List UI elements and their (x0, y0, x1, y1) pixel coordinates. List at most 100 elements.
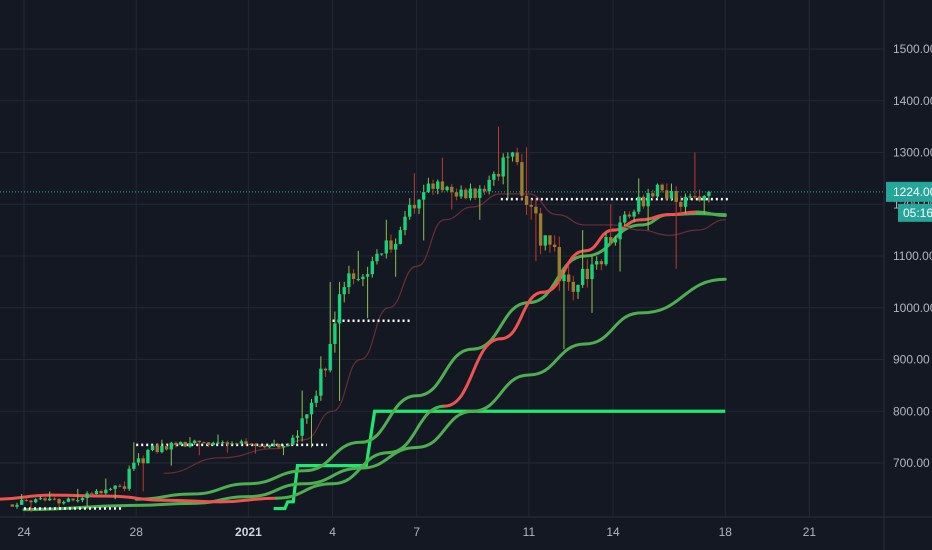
y-tick-label: 1000.00 (893, 301, 932, 315)
candle-body (10, 504, 14, 507)
candle-body (309, 402, 314, 415)
candle-body (249, 444, 253, 446)
candle-body (464, 189, 468, 199)
price-axis[interactable]: 700.00800.00900.001000.001100.001200.001… (893, 42, 932, 470)
candle-body (478, 188, 482, 198)
candle-body (319, 368, 323, 396)
y-tick-label: 1400.00 (893, 94, 932, 108)
candle-body (482, 188, 487, 192)
candle-body (188, 443, 192, 447)
price-badge (886, 181, 932, 202)
candle-body (557, 247, 561, 282)
moving-average-line-segment (50, 493, 110, 498)
candle-body (66, 498, 71, 502)
candle-body (333, 323, 337, 344)
candle-body (221, 442, 225, 444)
candle-body (197, 440, 201, 443)
candle-body (562, 274, 566, 282)
candle-body (436, 181, 440, 189)
moving-average-line-segment (611, 218, 643, 232)
candle-body (688, 196, 692, 198)
candle-body (225, 442, 230, 445)
candle-body (534, 206, 538, 214)
candle-body (375, 253, 379, 262)
candle-body (76, 500, 80, 502)
candle-body (679, 201, 683, 207)
x-tick-label: 21 (803, 525, 817, 539)
candle-body (19, 499, 24, 505)
moving-average-line-segment (274, 482, 335, 500)
moving-average-line-segment (387, 404, 447, 455)
candle-body (15, 504, 19, 507)
candle-body (524, 195, 529, 205)
candle-body (468, 188, 473, 199)
candle-body (571, 281, 575, 292)
price-badge-text: 1224.00 (893, 185, 932, 199)
candle-body (314, 395, 318, 403)
y-tick-label: 1500.00 (893, 42, 932, 56)
candle-body (417, 199, 421, 209)
x-tick-label: 4 (329, 525, 336, 539)
candle-body (496, 173, 501, 177)
candle-body (277, 443, 281, 448)
candle-body (665, 190, 669, 199)
time-axis[interactable]: 24 28 2021 4 7 11 14 18 21 (17, 525, 816, 539)
candle-body (38, 498, 43, 500)
candle-body (697, 196, 702, 201)
candle-body (211, 442, 216, 445)
candle-body (422, 192, 426, 200)
moving-average-line-segment (443, 337, 503, 408)
candle-body (174, 442, 178, 445)
candle-body (136, 458, 141, 463)
candle-body (426, 183, 431, 193)
candle-body (141, 458, 145, 464)
candle-body (183, 441, 187, 447)
candle-body (473, 188, 477, 198)
countdown-badge-text: 05:16 (903, 206, 932, 220)
candle-body (613, 239, 618, 243)
candle-body (192, 440, 197, 444)
candles (10, 126, 711, 513)
y-tick-label: 1100.00 (893, 249, 932, 263)
candle-body (127, 468, 131, 489)
x-tick-label: 28 (130, 525, 144, 539)
candle-body (590, 264, 594, 280)
candle-body (305, 414, 309, 419)
candle-body (230, 443, 234, 445)
candle-body (52, 498, 57, 500)
y-tick-label: 800.00 (893, 404, 930, 418)
candle-body (239, 441, 244, 444)
candle-body (300, 418, 304, 436)
candle-body (599, 261, 604, 265)
candle-body (529, 204, 533, 207)
candle-body (379, 253, 384, 255)
moving-average-line (22, 277, 727, 512)
candle-body (328, 343, 332, 371)
candle-body (118, 485, 122, 487)
candle-body (347, 273, 351, 288)
candle-body (146, 450, 150, 464)
candle-body (267, 445, 272, 448)
candle-body (216, 442, 220, 444)
candle-body (323, 368, 328, 371)
candle-body (707, 191, 711, 196)
y-tick-label: 900.00 (893, 353, 930, 367)
candle-body (351, 273, 356, 280)
candle-body (632, 211, 636, 217)
candle-body (178, 441, 183, 445)
moving-average-line-segment (0, 493, 54, 501)
moving-average-line-segment (331, 451, 391, 486)
moving-average-line-segment (583, 228, 615, 253)
candle-body (580, 268, 585, 285)
moving-average-line-segment (499, 290, 545, 341)
candle-body (548, 235, 552, 245)
y-tick-label: 1300.00 (893, 146, 932, 160)
x-tick-label: 18 (719, 525, 733, 539)
candle-body (94, 491, 99, 495)
candle-body (90, 493, 94, 495)
x-tick-label: 24 (17, 525, 31, 539)
candle-body (272, 443, 276, 446)
candle-body (637, 196, 641, 212)
